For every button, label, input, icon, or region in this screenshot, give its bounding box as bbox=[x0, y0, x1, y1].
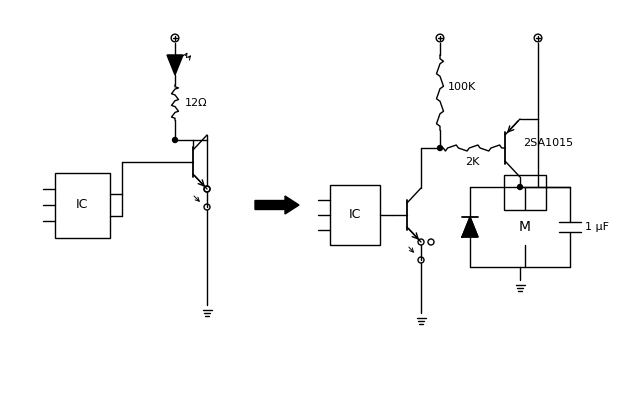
Text: IC: IC bbox=[76, 198, 88, 212]
Text: 2SA1015: 2SA1015 bbox=[523, 138, 573, 148]
Circle shape bbox=[518, 184, 522, 190]
Bar bbox=[54, 172, 109, 238]
FancyArrow shape bbox=[255, 196, 299, 214]
Polygon shape bbox=[167, 55, 183, 75]
Text: 1 μF: 1 μF bbox=[585, 222, 609, 232]
Text: 100K: 100K bbox=[448, 82, 476, 92]
Polygon shape bbox=[462, 217, 478, 237]
Text: 12Ω: 12Ω bbox=[185, 98, 207, 108]
Text: IC: IC bbox=[349, 208, 361, 222]
Circle shape bbox=[438, 146, 442, 150]
Circle shape bbox=[173, 138, 177, 142]
Bar bbox=[330, 185, 380, 245]
Bar bbox=[504, 174, 546, 210]
Text: M: M bbox=[519, 220, 531, 234]
Text: 2K: 2K bbox=[465, 157, 480, 167]
